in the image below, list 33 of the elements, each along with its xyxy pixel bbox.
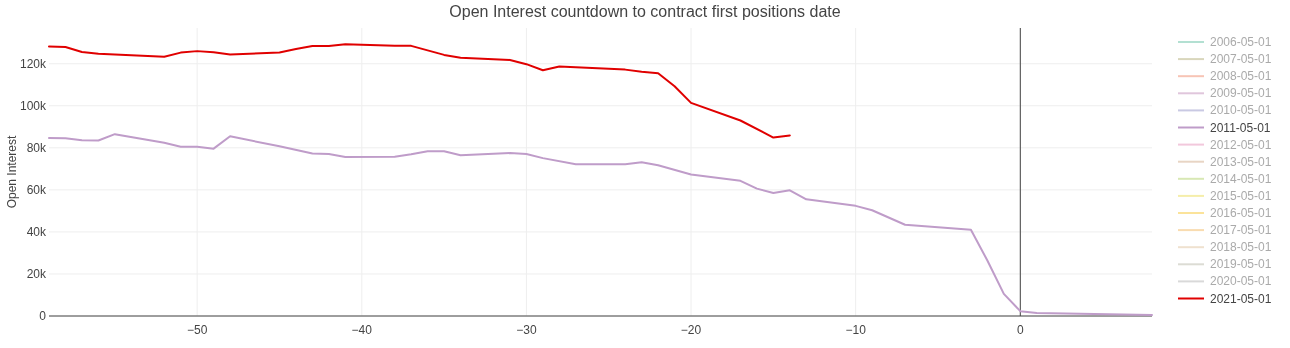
x-tick-label: −20 <box>680 323 702 337</box>
legend-label: 2019-05-01 <box>1210 257 1272 272</box>
y-tick-label: 40k <box>26 224 47 239</box>
x-tick-label: 0 <box>1016 323 1024 337</box>
legend-label: 2011-05-01 <box>1210 120 1271 135</box>
legend-label: 2020-05-01 <box>1210 274 1272 289</box>
x-tick-label: −30 <box>516 323 537 337</box>
chart-title: Open Interest countdown to contract first positions date <box>449 3 841 20</box>
y-tick-label: 80k <box>26 140 47 155</box>
legend-label: 2012-05-01 <box>1210 137 1272 152</box>
y-axis-title: Open Interest <box>5 134 19 209</box>
y-tick-label: 60k <box>26 182 47 197</box>
x-tick-label: −10 <box>845 323 867 337</box>
legend-label: 2015-05-01 <box>1210 188 1272 203</box>
legend-label: 2014-05-01 <box>1210 171 1272 186</box>
y-tick-label: 20k <box>26 266 47 281</box>
legend-label: 2009-05-01 <box>1210 86 1272 101</box>
x-tick-label: −50 <box>186 323 208 337</box>
line-series <box>48 133 1153 316</box>
line-series <box>48 43 791 139</box>
legend-label: 2017-05-01 <box>1210 223 1272 238</box>
legend-label: 2008-05-01 <box>1210 69 1272 84</box>
legend-label: 2018-05-01 <box>1210 240 1272 255</box>
legend-label: 2010-05-01 <box>1210 103 1272 118</box>
legend-label: 2013-05-01 <box>1210 154 1272 169</box>
y-tick-label: 0 <box>39 309 47 323</box>
y-tick-label: 120k <box>19 56 47 71</box>
legend-label: 2021-05-01 <box>1210 291 1272 306</box>
x-tick-label: −40 <box>351 323 373 337</box>
legend-label: 2007-05-01 <box>1210 52 1272 67</box>
legend-label: 2016-05-01 <box>1210 206 1272 220</box>
y-tick-label: 100k <box>19 98 47 113</box>
legend-label: 2006-05-01 <box>1210 35 1272 49</box>
